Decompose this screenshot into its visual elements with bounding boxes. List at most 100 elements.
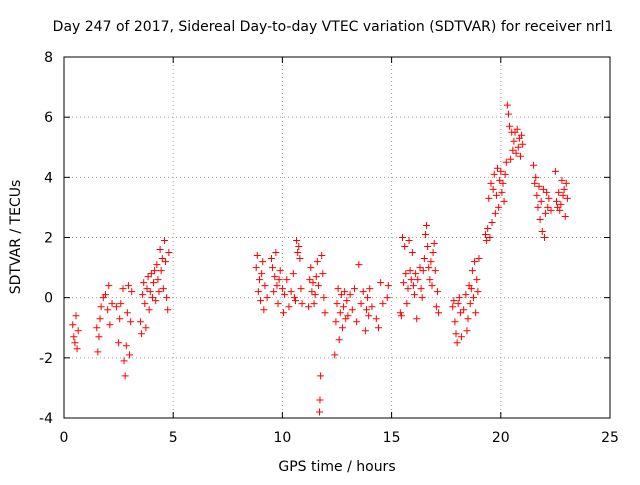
data-point <box>260 306 268 314</box>
data-point <box>319 270 327 278</box>
data-point <box>475 255 483 263</box>
data-point <box>543 188 551 196</box>
data-point <box>555 188 563 196</box>
data-point <box>119 285 127 293</box>
data-point <box>331 351 339 359</box>
data-point <box>557 200 565 208</box>
data-point <box>155 288 163 296</box>
data-point <box>258 270 266 278</box>
data-point <box>498 188 506 196</box>
data-point <box>512 149 520 157</box>
data-point <box>396 309 404 317</box>
data-point <box>510 137 518 145</box>
data-point <box>514 143 522 151</box>
data-point <box>123 309 131 317</box>
data-point <box>559 191 567 199</box>
data-point <box>509 146 517 154</box>
data-point <box>423 221 431 229</box>
data-point <box>472 309 480 317</box>
data-point <box>539 185 547 193</box>
data-point <box>276 267 284 275</box>
data-point <box>413 315 421 323</box>
data-point <box>377 279 385 287</box>
data-point <box>490 170 498 178</box>
data-point <box>153 261 161 269</box>
data-point <box>341 288 349 296</box>
data-point <box>101 291 109 299</box>
data-point <box>491 209 499 217</box>
data-point <box>74 327 82 335</box>
data-point <box>379 300 387 308</box>
data-point <box>122 342 130 350</box>
data-point <box>433 288 441 296</box>
data-point <box>414 276 422 284</box>
data-point <box>450 297 458 305</box>
y-tick-label: 6 <box>44 110 53 126</box>
data-point <box>340 303 348 311</box>
data-point <box>104 306 112 314</box>
data-point <box>308 288 316 296</box>
data-point <box>457 333 465 341</box>
data-point <box>120 357 128 365</box>
data-point <box>274 300 282 308</box>
data-point <box>397 312 405 320</box>
data-point <box>419 267 427 275</box>
data-point <box>355 261 363 269</box>
data-point <box>405 237 413 245</box>
data-point <box>467 285 475 293</box>
data-point <box>412 270 420 278</box>
data-point <box>307 264 315 272</box>
data-point <box>311 291 319 299</box>
data-point <box>116 315 124 323</box>
y-tick-label: 0 <box>44 291 53 307</box>
x-tick-label: 20 <box>492 430 510 446</box>
data-point <box>254 288 262 296</box>
x-tick-label: 10 <box>273 430 291 446</box>
data-point <box>350 285 358 293</box>
data-point <box>147 270 155 278</box>
data-point <box>535 182 543 190</box>
data-point <box>429 249 437 257</box>
data-point <box>411 291 419 299</box>
data-point <box>70 333 78 341</box>
data-point <box>270 288 278 296</box>
data-point <box>374 324 382 332</box>
data-point <box>296 255 304 263</box>
data-point <box>456 309 464 317</box>
data-point <box>108 300 116 308</box>
data-point <box>96 315 104 323</box>
y-axis-label: SDTVAR / TECUs <box>8 180 24 295</box>
data-point <box>538 227 546 235</box>
data-point <box>563 194 571 202</box>
data-point <box>545 194 553 202</box>
data-point <box>271 273 279 281</box>
data-point <box>533 191 541 199</box>
data-point <box>158 255 166 263</box>
data-point <box>547 206 555 214</box>
data-point <box>112 303 120 311</box>
data-point <box>400 279 408 287</box>
data-point <box>252 264 260 272</box>
data-point <box>489 185 497 193</box>
data-point <box>140 279 148 287</box>
x-tick-label: 25 <box>601 430 619 446</box>
data-point <box>474 288 482 296</box>
data-point <box>428 282 436 290</box>
data-point <box>562 179 570 187</box>
data-point <box>337 291 345 299</box>
data-point <box>312 273 320 281</box>
data-point <box>151 267 159 275</box>
data-point <box>145 306 153 314</box>
data-point <box>144 273 152 281</box>
data-point <box>403 300 411 308</box>
data-point <box>293 237 301 245</box>
data-point <box>310 300 318 308</box>
data-point <box>483 237 491 245</box>
data-point <box>316 408 324 416</box>
data-point <box>532 173 540 181</box>
data-point <box>536 215 544 223</box>
data-point <box>468 267 476 275</box>
data-point <box>95 333 103 341</box>
data-point <box>501 170 509 178</box>
data-point <box>482 230 490 238</box>
